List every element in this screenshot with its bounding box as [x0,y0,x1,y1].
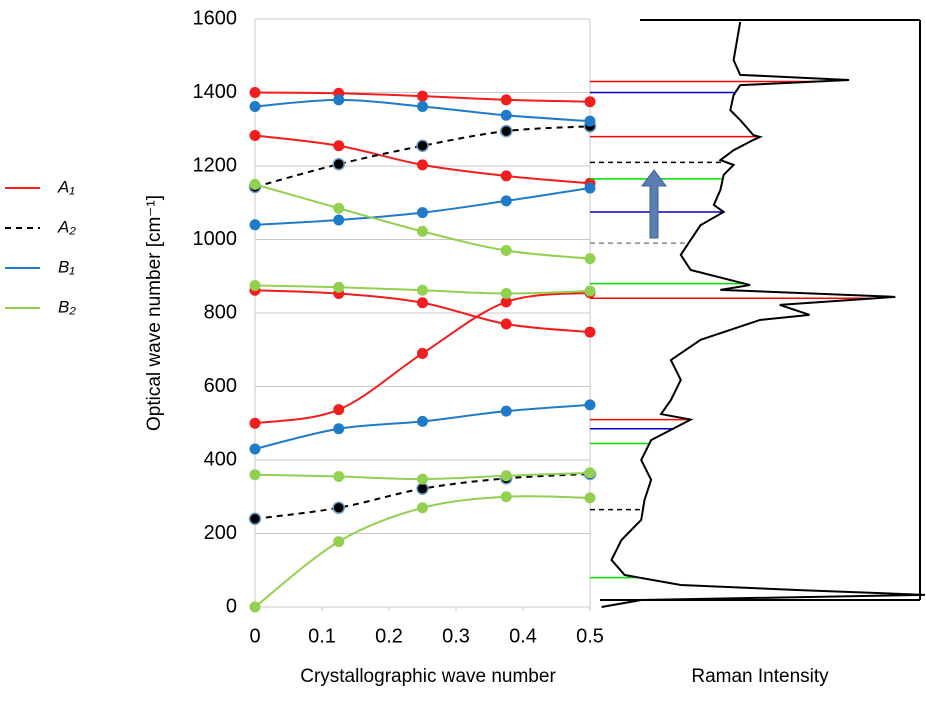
y-tick-label: 1400 [193,81,238,103]
point [500,405,512,417]
point [417,284,428,296]
point [500,470,512,482]
point [417,159,428,171]
x-tick-label: 0.5 [576,625,604,647]
point [417,297,428,309]
series [249,94,596,455]
branch-line [254,403,591,450]
x-tick-label: 0.4 [509,625,537,647]
point [584,115,596,127]
point [584,182,596,194]
x-tick-label: 0.3 [442,625,470,647]
point [333,94,345,106]
point [333,536,345,548]
y-tick-label: 1600 [193,7,238,29]
point [333,281,345,293]
point [333,423,345,435]
point [584,253,596,265]
point [416,482,429,495]
point [417,90,428,102]
point [500,109,512,121]
raman-label: Raman Intensity [691,666,829,687]
point [332,157,345,171]
point [500,170,512,182]
branch-line [254,187,591,226]
x-axis-label: Crystallographic wave number [300,666,556,687]
legend-label: A₁ [57,177,75,196]
point [333,214,345,226]
point [417,502,428,514]
point [249,100,261,112]
point [584,467,596,479]
point [500,124,513,138]
point [500,245,512,257]
point [249,87,261,98]
y-axis-label: Optical wave number [cm⁻¹] [144,195,165,431]
raman-spectrum [601,21,926,608]
point [500,288,512,300]
y-tick-label: 1200 [193,154,238,176]
point [500,296,512,308]
point [333,140,345,152]
point [584,326,596,338]
x-tick-label: 0 [249,625,260,647]
legend-label: A₂ [57,217,76,236]
raman-frame [600,19,921,601]
series [249,178,596,613]
y-tick-label: 400 [204,448,237,470]
point [417,415,428,427]
branch-line [254,289,591,334]
point [249,219,261,231]
y-tick-label: 600 [204,375,237,397]
point [249,129,261,141]
x-tick-label: 0.2 [375,625,403,647]
y-tick-label: 0 [226,595,237,617]
point [333,202,345,214]
point [500,195,512,207]
point [249,601,261,613]
point [249,443,261,455]
point [416,139,429,153]
point [584,96,596,108]
point [500,94,512,106]
point [584,285,596,297]
y-tick-label: 200 [204,522,237,544]
point [417,473,428,485]
point [417,207,428,219]
point [333,471,345,483]
legend-label: B₁ [58,257,75,276]
series [249,87,596,429]
legend-label: B₂ [58,297,76,316]
y-tick-label: 1000 [193,228,238,250]
point [333,404,345,416]
point [584,399,596,411]
point [417,100,428,112]
point [249,178,261,190]
point [249,469,261,481]
series [248,120,597,526]
point [332,501,345,515]
point [248,512,262,526]
point [249,279,261,291]
point [417,225,428,237]
point [417,347,428,359]
point [500,318,512,330]
y-tick-label: 800 [204,301,237,323]
x-tick-label: 0.1 [308,625,336,647]
point [500,491,512,503]
point [249,417,261,429]
point [584,492,596,504]
branch-line [254,125,591,188]
shift-arrow [641,169,667,239]
